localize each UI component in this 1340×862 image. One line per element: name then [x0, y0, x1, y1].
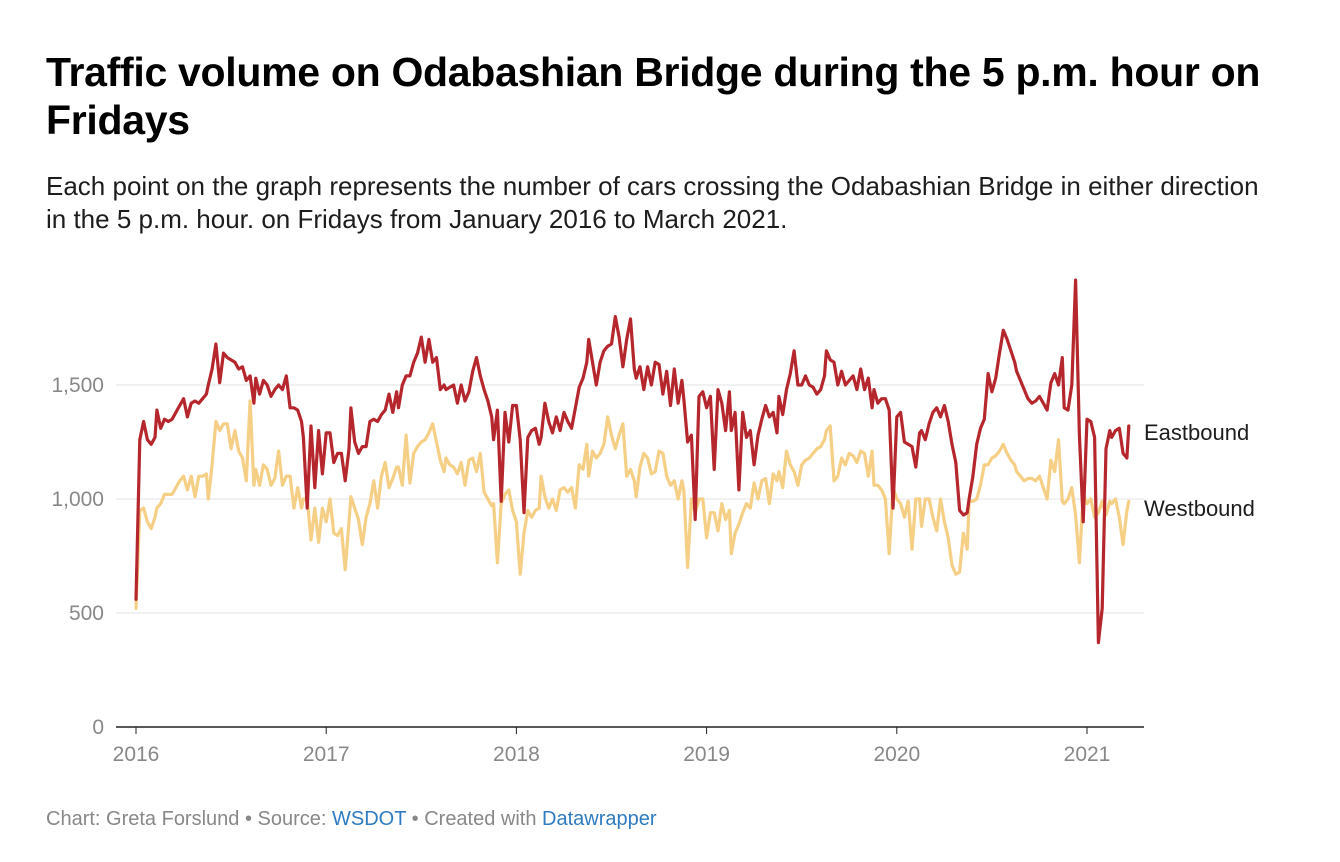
y-tick-label: 1,500: [51, 374, 104, 397]
footer-credit: Chart: Greta Forslund • Source:: [46, 808, 333, 830]
series-line-eastbound: [134, 278, 1131, 645]
y-tick-label: 500: [69, 602, 104, 625]
axes: 0 500 1,000 1,500 2016 2017 2018 2019 2020 2021: [51, 374, 1144, 766]
y-tick-label: 1,000: [51, 488, 104, 511]
x-tick-label: 2020: [873, 743, 920, 766]
chart-subtitle: Each point on the graph represents the n…: [46, 171, 1259, 234]
gridlines: [116, 384, 1144, 614]
series-label-westbound: Westbound: [1144, 496, 1255, 521]
footer-created: • Created with: [406, 808, 543, 830]
x-tick-label: 2021: [1064, 743, 1111, 766]
chart-title: Traffic volume on Odabashian Bridge duri…: [46, 49, 1261, 143]
chart-footer: Chart: Greta Forslund • Source: WSDOT • …: [46, 808, 657, 831]
source-link[interactable]: WSDOT: [332, 808, 407, 830]
series-line-westbound: [134, 399, 1131, 610]
x-tick-label: 2018: [493, 743, 540, 766]
series-labels: Eastbound Westbound: [1144, 420, 1255, 521]
x-tick-label: 2016: [113, 743, 160, 766]
x-tick-label: 2017: [303, 743, 350, 766]
series-lines: [134, 278, 1131, 645]
line-chart: 0 500 1,000 1,500 2016 2017 2018 2019 2020 2021 E…: [51, 278, 1255, 766]
x-tick-label: 2019: [683, 743, 730, 766]
y-tick-label: 0: [92, 716, 104, 739]
datawrapper-link[interactable]: Datawrapper: [542, 808, 657, 830]
series-label-eastbound: Eastbound: [1144, 420, 1249, 445]
